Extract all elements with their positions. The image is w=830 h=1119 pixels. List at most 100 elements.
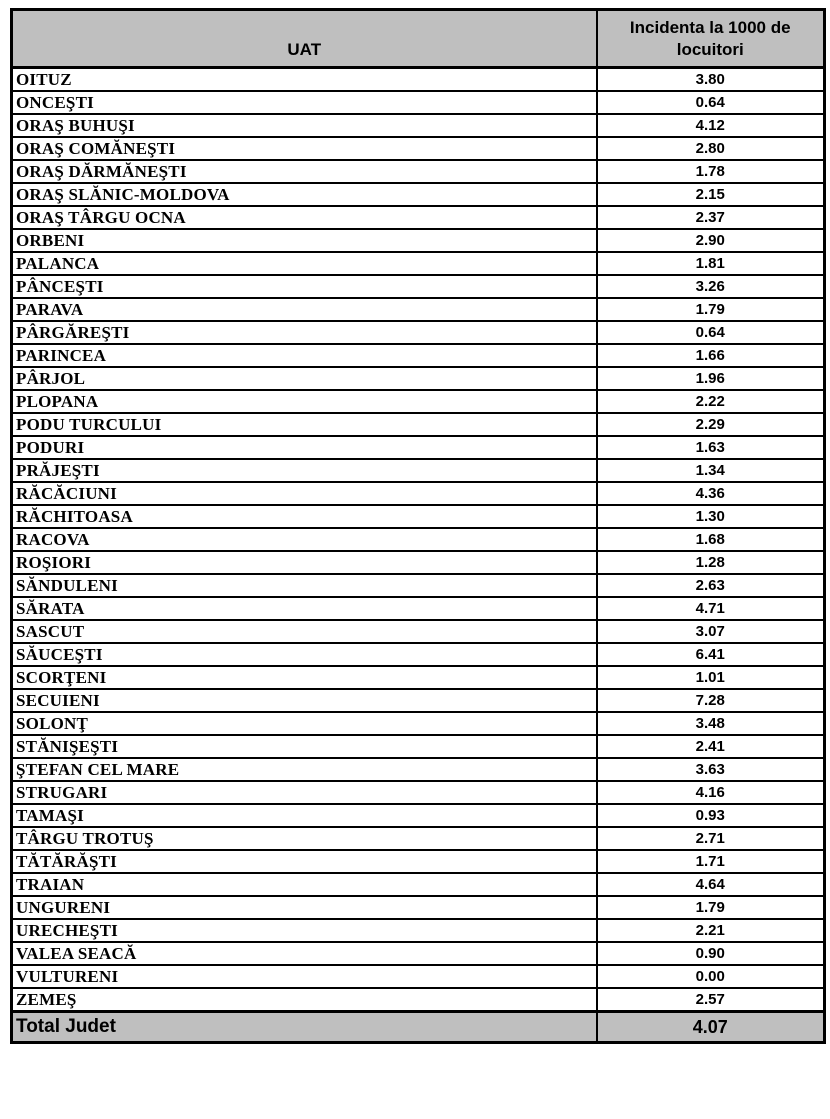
incidence-cell: 2.29 xyxy=(595,412,826,437)
uat-cell: SOLONŢ xyxy=(10,711,598,736)
uat-cell: ORAŞ SLĂNIC-MOLDOVA xyxy=(10,182,598,207)
uat-cell: TAMAŞI xyxy=(10,803,598,828)
incidence-cell: 2.22 xyxy=(595,389,826,414)
incidence-cell: 2.21 xyxy=(595,918,826,943)
table-row: ORAŞ COMĂNEŞTI 2.80 xyxy=(10,136,826,161)
uat-cell: TÂRGU TROTUŞ xyxy=(10,826,598,851)
incidence-cell: 3.48 xyxy=(595,711,826,736)
incidence-cell: 3.26 xyxy=(595,274,826,299)
incidence-cell: 3.07 xyxy=(595,619,826,644)
table-row: PÂRGĂREŞTI 0.64 xyxy=(10,320,826,345)
incidence-cell: 0.64 xyxy=(595,90,826,115)
incidence-cell: 4.12 xyxy=(595,113,826,138)
table-row: SCORŢENI 1.01 xyxy=(10,665,826,690)
uat-cell: TĂTĂRĂŞTI xyxy=(10,849,598,874)
table-row: PALANCA 1.81 xyxy=(10,251,826,276)
uat-cell: VULTURENI xyxy=(10,964,598,989)
incidence-cell: 1.34 xyxy=(595,458,826,483)
table-row: PLOPANA 2.22 xyxy=(10,389,826,414)
uat-cell: PODU TURCULUI xyxy=(10,412,598,437)
uat-cell: UNGURENI xyxy=(10,895,598,920)
uat-cell: ONCEŞTI xyxy=(10,90,598,115)
incidence-cell: 6.41 xyxy=(595,642,826,667)
uat-cell: STRUGARI xyxy=(10,780,598,805)
incidence-cell: 4.36 xyxy=(595,481,826,506)
uat-cell: SASCUT xyxy=(10,619,598,644)
incidence-cell: 1.66 xyxy=(595,343,826,368)
table-header-row: UAT Incidenta la 1000 de locuitori xyxy=(10,8,826,69)
table-row: TÂRGU TROTUŞ 2.71 xyxy=(10,826,826,851)
table-row: PÂRJOL 1.96 xyxy=(10,366,826,391)
table-body: OITUZ 3.80 ONCEŞTI 0.64 ORAŞ BUHUŞI 4.12 ORAŞ … xyxy=(10,66,826,1013)
total-label: Total Judet xyxy=(10,1010,598,1044)
uat-cell: STĂNIŞEŞTI xyxy=(10,734,598,759)
table-row: ORAŞ TÂRGU OCNA 2.37 xyxy=(10,205,826,230)
uat-cell: SĂUCEŞTI xyxy=(10,642,598,667)
table-row: RACOVA 1.68 xyxy=(10,527,826,552)
table-row: SECUIENI 7.28 xyxy=(10,688,826,713)
incidence-cell: 1.28 xyxy=(595,550,826,575)
table-row: PRĂJEŞTI 1.34 xyxy=(10,458,826,483)
incidence-table: UAT Incidenta la 1000 de locuitori OITUZ… xyxy=(10,8,826,1044)
table-row: STĂNIŞEŞTI 2.41 xyxy=(10,734,826,759)
uat-cell: ROŞIORI xyxy=(10,550,598,575)
incidence-cell: 2.80 xyxy=(595,136,826,161)
uat-cell: PRĂJEŞTI xyxy=(10,458,598,483)
uat-cell: URECHEŞTI xyxy=(10,918,598,943)
total-value: 4.07 xyxy=(595,1010,826,1044)
column-header-incidence: Incidenta la 1000 de locuitori xyxy=(595,8,826,69)
table-row: RĂCĂCIUNI 4.36 xyxy=(10,481,826,506)
incidence-cell: 4.64 xyxy=(595,872,826,897)
uat-cell: TRAIAN xyxy=(10,872,598,897)
incidence-cell: 3.63 xyxy=(595,757,826,782)
incidence-cell: 1.71 xyxy=(595,849,826,874)
table-row: RĂCHITOASA 1.30 xyxy=(10,504,826,529)
table-row: SOLONŢ 3.48 xyxy=(10,711,826,736)
incidence-cell: 2.41 xyxy=(595,734,826,759)
incidence-cell: 2.63 xyxy=(595,573,826,598)
uat-cell: ORAŞ COMĂNEŞTI xyxy=(10,136,598,161)
incidence-cell: 7.28 xyxy=(595,688,826,713)
incidence-cell: 0.00 xyxy=(595,964,826,989)
incidence-cell: 2.57 xyxy=(595,987,826,1013)
uat-cell: PÂNCEŞTI xyxy=(10,274,598,299)
table-row: SĂRATA 4.71 xyxy=(10,596,826,621)
incidence-cell: 0.90 xyxy=(595,941,826,966)
table-row: PARINCEA 1.66 xyxy=(10,343,826,368)
uat-cell: SĂNDULENI xyxy=(10,573,598,598)
incidence-cell: 1.63 xyxy=(595,435,826,460)
uat-cell: SECUIENI xyxy=(10,688,598,713)
uat-cell: PARINCEA xyxy=(10,343,598,368)
table-row: ŞTEFAN CEL MARE 3.63 xyxy=(10,757,826,782)
table-row: UNGURENI 1.79 xyxy=(10,895,826,920)
incidence-cell: 1.01 xyxy=(595,665,826,690)
table-row: SASCUT 3.07 xyxy=(10,619,826,644)
incidence-cell: 1.78 xyxy=(595,159,826,184)
incidence-cell: 2.71 xyxy=(595,826,826,851)
incidence-cell: 1.96 xyxy=(595,366,826,391)
incidence-cell: 2.90 xyxy=(595,228,826,253)
table-row: PODURI 1.63 xyxy=(10,435,826,460)
incidence-cell: 1.30 xyxy=(595,504,826,529)
table-row: PARAVA 1.79 xyxy=(10,297,826,322)
uat-cell: PARAVA xyxy=(10,297,598,322)
table-row: ONCEŞTI 0.64 xyxy=(10,90,826,115)
table-row: VULTURENI 0.00 xyxy=(10,964,826,989)
table-row: TAMAŞI 0.93 xyxy=(10,803,826,828)
table-row: TĂTĂRĂŞTI 1.71 xyxy=(10,849,826,874)
table-row: OITUZ 3.80 xyxy=(10,66,826,92)
table-row: URECHEŞTI 2.21 xyxy=(10,918,826,943)
incidence-cell: 4.16 xyxy=(595,780,826,805)
uat-cell: PODURI xyxy=(10,435,598,460)
incidence-cell: 1.68 xyxy=(595,527,826,552)
uat-cell: ZEMEŞ xyxy=(10,987,598,1013)
uat-cell: ORAŞ DĂRMĂNEŞTI xyxy=(10,159,598,184)
uat-cell: PÂRGĂREŞTI xyxy=(10,320,598,345)
column-header-uat: UAT xyxy=(10,8,598,69)
incidence-cell: 2.37 xyxy=(595,205,826,230)
incidence-cell: 1.79 xyxy=(595,895,826,920)
uat-cell: PALANCA xyxy=(10,251,598,276)
uat-cell: PLOPANA xyxy=(10,389,598,414)
table-row: ORBENI 2.90 xyxy=(10,228,826,253)
uat-cell: ORAŞ BUHUŞI xyxy=(10,113,598,138)
